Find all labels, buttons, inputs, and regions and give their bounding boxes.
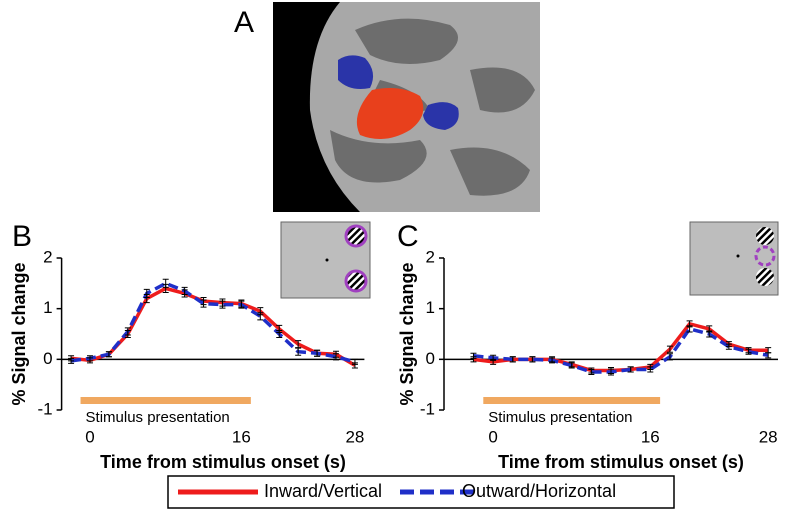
y-tick-label: 2 (426, 247, 435, 266)
error-bar (68, 357, 75, 364)
error-bar (627, 366, 634, 373)
error-bar (490, 354, 497, 361)
error-bar (725, 343, 732, 350)
series-line (70, 281, 356, 364)
annotation: Stimulus presentation (86, 409, 230, 426)
error-bar (314, 349, 321, 357)
y-tick-label: 0 (426, 349, 435, 368)
error-bar (105, 351, 112, 358)
error-bar (608, 368, 614, 376)
y-tick-label: 2 (43, 247, 52, 266)
x-tick-label: 16 (232, 427, 251, 446)
x-tick-label: 28 (759, 427, 778, 446)
series-line (473, 321, 769, 373)
error-bar (295, 347, 302, 356)
error-bar (666, 353, 673, 361)
error-bar (706, 330, 713, 338)
error-bar (143, 288, 150, 299)
y-axis-label: % Signal change (9, 262, 29, 405)
error-bar (295, 340, 302, 349)
stimulus-inset (689, 221, 779, 296)
legend-label: Outward/Horizontal (462, 481, 616, 501)
panel-label: B (12, 220, 32, 253)
error-bar (124, 327, 131, 336)
error-bar (257, 312, 264, 321)
x-tick-label: 28 (345, 427, 364, 446)
x-axis-label: Time from stimulus onset (s) (498, 452, 744, 472)
error-bar (181, 286, 188, 295)
x-tick-label: 16 (641, 427, 660, 446)
legend: Inward/Vertical Outward/Horizontal (167, 475, 675, 509)
stimulus-bar (80, 397, 251, 404)
error-bar (333, 353, 340, 361)
brain-image (273, 2, 540, 212)
y-tick-label: 0 (43, 349, 52, 368)
y-tick-label: 1 (43, 298, 52, 317)
y-tick-label: -1 (420, 399, 435, 418)
y-tick-label: 1 (426, 298, 435, 317)
series-line (473, 326, 769, 374)
error-bar (509, 356, 516, 363)
panel-label: A (234, 6, 254, 39)
legend-label: Inward/Vertical (264, 481, 382, 501)
error-bar (162, 278, 169, 288)
error-bar (765, 352, 772, 359)
x-tick-label: 0 (85, 427, 94, 446)
stimulus-inset (280, 221, 371, 299)
x-axis-label: Time from stimulus onset (s) (100, 452, 346, 472)
error-bar (588, 368, 595, 376)
error-bar (745, 348, 752, 355)
error-bar (238, 300, 245, 309)
error-bar (276, 329, 283, 339)
error-bar (86, 355, 93, 362)
error-bar (219, 300, 226, 309)
error-bar (529, 356, 536, 363)
x-tick-label: 0 (488, 427, 497, 446)
annotation: Stimulus presentation (488, 409, 632, 426)
error-bar (686, 325, 693, 333)
error-bar (647, 366, 654, 373)
error-bar (470, 352, 477, 359)
panel-label: C (397, 220, 419, 253)
y-axis-label: % Signal change (397, 262, 417, 405)
y-tick-label: -1 (37, 399, 52, 418)
stimulus-bar (483, 397, 661, 404)
error-bar (666, 345, 673, 353)
error-bar (200, 299, 207, 308)
error-bar (351, 358, 358, 365)
error-bar (568, 362, 575, 369)
error-bar (549, 357, 556, 364)
